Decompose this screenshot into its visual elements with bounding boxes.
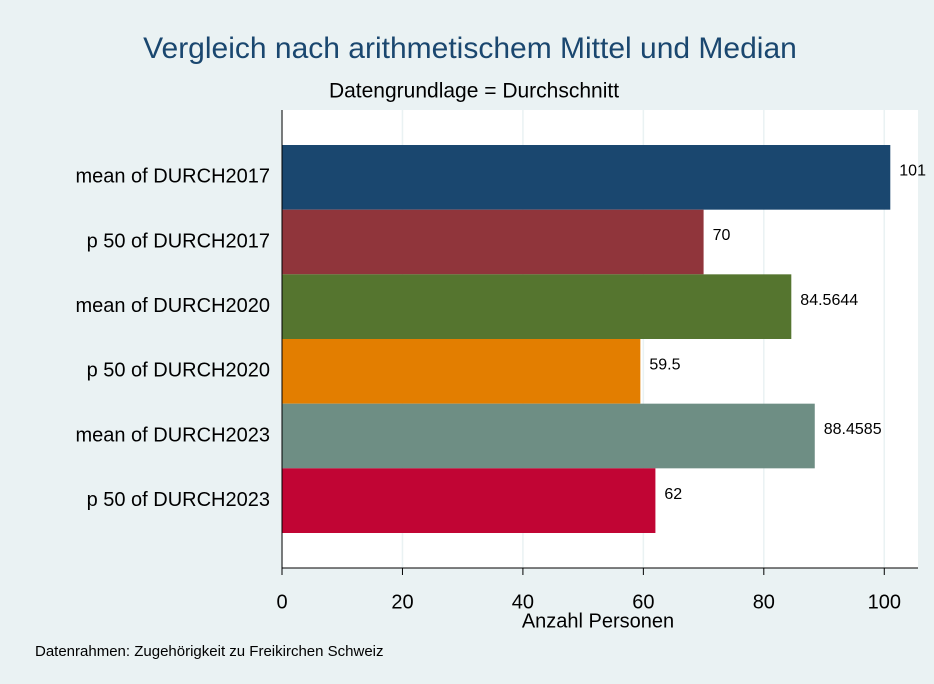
y-tick-label: p 50 of DURCH2023 [87,489,270,511]
chart-subtitle: Datengrundlage = Durchschnitt [329,80,619,103]
data-label: 101 [899,163,926,180]
bar [282,468,656,533]
x-tick-label: 60 [632,591,654,613]
y-tick-label: p 50 of DURCH2020 [87,360,270,382]
x-tick-label: 0 [276,591,287,613]
data-label: 59.5 [649,357,680,374]
y-tick-label: p 50 of DURCH2017 [87,230,270,252]
data-label: 88.4585 [824,421,882,438]
data-label: 62 [664,486,682,503]
bar [282,209,704,275]
x-tick-label: 100 [868,591,901,613]
x-axis-title: Anzahl Personen [522,610,674,632]
data-label: 84.5644 [800,292,858,309]
data-label: 70 [713,227,731,244]
bar [282,339,641,404]
x-tick-label: 20 [391,591,413,613]
x-tick-label: 80 [753,591,775,613]
x-tick-label: 40 [512,591,534,613]
y-tick-label: mean of DURCH2017 [75,166,270,188]
bar [282,274,792,339]
chart-title: Vergleich nach arithmetischem Mittel und… [143,32,797,65]
note: Datenrahmen: Zugehörigkeit zu Freikirche… [35,643,384,660]
bar [282,145,891,210]
y-tick-label: mean of DURCH2023 [75,424,270,446]
bar [282,403,815,469]
y-tick-label: mean of DURCH2020 [75,295,270,317]
